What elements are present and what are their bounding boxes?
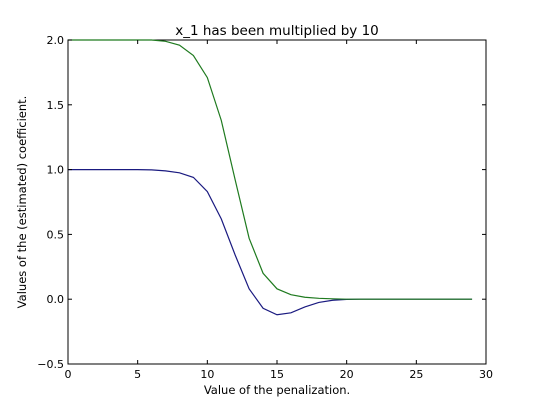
y-tick-label: 1.0 <box>47 164 65 177</box>
tick-layer: 0 5 10 15 20 25 30 −0.5 0.0 0.5 1.0 1.5 2.0 <box>37 34 493 381</box>
x-tick-label: 10 <box>200 368 214 381</box>
x-tick-label: 15 <box>270 368 284 381</box>
series-line-2 <box>68 39 473 300</box>
x-tick-label: 0 <box>65 368 72 381</box>
y-axis-label: Values of the (estimated) coefficient. <box>15 96 29 309</box>
y-tick-label: 0.5 <box>47 228 65 241</box>
x-tick-label: 30 <box>479 368 493 381</box>
x-tick-label: 25 <box>409 368 423 381</box>
y-tick-label: 1.5 <box>47 99 65 112</box>
y-tick-label: 2.0 <box>47 34 65 47</box>
x-tick-label: 20 <box>340 368 354 381</box>
x-tick-label: 5 <box>134 368 141 381</box>
series-layer <box>68 39 473 316</box>
y-tick-label: 0.0 <box>47 293 65 306</box>
chart-title: x_1 has been multiplied by 10 <box>175 23 379 39</box>
y-tick-label: −0.5 <box>37 358 64 371</box>
x-axis-label: Value of the penalization. <box>204 383 350 397</box>
plot-area <box>67 39 487 365</box>
